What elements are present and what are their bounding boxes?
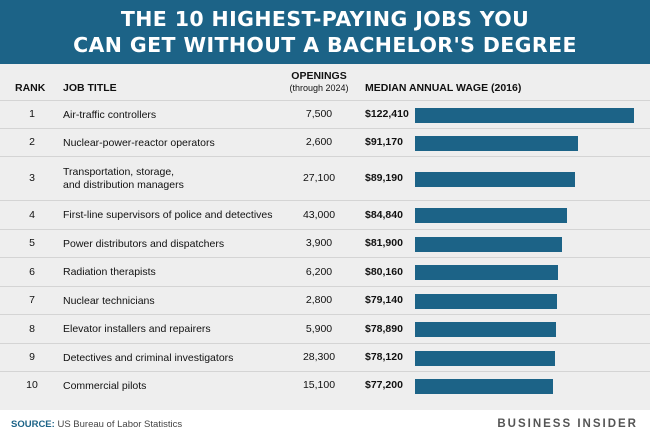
job-title-cell: Elevator installers and repairers <box>63 323 211 336</box>
wage-label: $84,840 <box>365 209 403 221</box>
job-title-line: and distribution managers <box>63 179 184 191</box>
job-title-line: Detectives and criminal investigators <box>63 352 234 364</box>
wage-bar <box>415 351 555 366</box>
table-row: 5 Power distributors and dispatchers 3,900… <box>0 229 650 258</box>
openings-header-label: OPENINGS <box>291 70 347 82</box>
rank-cell: 8 <box>29 323 35 335</box>
job-title-line: Power distributors and dispatchers <box>63 238 225 250</box>
table-row: 7 Nuclear technicians 2,800 $79,140 <box>0 286 650 315</box>
job-title-line: Air-traffic controllers <box>63 109 157 121</box>
wage-label: $80,160 <box>365 266 403 278</box>
job-title-line: Elevator installers and repairers <box>63 323 211 335</box>
rank-header: RANK <box>15 82 46 94</box>
rank-cell: 1 <box>29 108 35 120</box>
table-row: 9 Detectives and criminal investigators 28… <box>0 343 650 372</box>
job-title-cell: Power distributors and dispatchers <box>63 238 224 251</box>
openings-cell: 28,300 <box>302 351 336 363</box>
footer: SOURCE: US Bureau of Labor Statistics BU… <box>0 410 650 438</box>
source-note: SOURCE: US Bureau of Labor Statistics <box>11 419 182 430</box>
openings-cell: 7,500 <box>305 108 333 120</box>
rank-cell: 10 <box>26 379 38 391</box>
wage-bar <box>415 379 553 394</box>
job-title-line: First-line supervisors of police and det… <box>63 209 273 221</box>
openings-header-sub: (through 2024) <box>289 83 349 93</box>
wage-bar <box>415 108 634 123</box>
job-title-cell: Nuclear-power-reactor operators <box>63 137 215 150</box>
wage-label: $81,900 <box>365 237 403 249</box>
openings-cell: 2,600 <box>305 136 333 148</box>
rank-cell: 5 <box>29 237 35 249</box>
job-title-cell: Detectives and criminal investigators <box>63 352 233 365</box>
source-text: US Bureau of Labor Statistics <box>54 419 183 430</box>
data-table: RANK JOB TITLE OPENINGS (through 2024) M… <box>0 64 650 410</box>
job-title-line: Nuclear-power-reactor operators <box>63 137 215 149</box>
job-title-header: JOB TITLE <box>63 82 117 94</box>
job-title-line: Transportation, storage, <box>63 166 175 178</box>
rank-cell: 6 <box>29 266 35 278</box>
openings-header: OPENINGS (through 2024) <box>284 70 354 94</box>
wage-header: MEDIAN ANNUAL WAGE (2016) <box>365 82 522 94</box>
wage-bar <box>415 172 575 187</box>
job-title-line: Nuclear technicians <box>63 295 155 307</box>
brand-logo: BUSINESS INSIDER <box>497 418 638 430</box>
openings-cell: 43,000 <box>302 209 336 221</box>
openings-cell: 5,900 <box>305 323 333 335</box>
wage-bar <box>415 237 562 252</box>
wage-bar <box>415 265 558 280</box>
table-row: 2 Nuclear-power-reactor operators 2,600 $91… <box>0 128 650 157</box>
wage-bar <box>415 136 578 151</box>
table-row: 3 Transportation, storage, and distributio… <box>0 156 650 201</box>
job-title-line: Radiation therapists <box>63 266 156 278</box>
wage-label: $78,890 <box>365 323 403 335</box>
job-title-cell: Nuclear technicians <box>63 295 155 308</box>
job-title-line: Commercial pilots <box>63 380 147 392</box>
wage-label: $89,190 <box>365 172 403 184</box>
wage-label: $78,120 <box>365 351 403 363</box>
source-label: SOURCE: <box>11 419 55 430</box>
wage-bar <box>415 322 556 337</box>
table-row: 1 Air-traffic controllers 7,500 $122,410 <box>0 100 650 129</box>
table-row: 4 First-line supervisors of police and de… <box>0 200 650 230</box>
wage-bar <box>415 208 567 223</box>
table-row: 6 Radiation therapists 6,200 $80,160 <box>0 257 650 287</box>
rank-cell: 2 <box>29 136 35 148</box>
table-row: 8 Elevator installers and repairers 5,900 $… <box>0 314 650 344</box>
rank-cell: 7 <box>29 294 35 306</box>
openings-cell: 2,800 <box>305 294 333 306</box>
chart-title-line-2: CAN GET WITHOUT A BACHELOR'S DEGREE <box>73 33 577 57</box>
openings-cell: 6,200 <box>305 266 333 278</box>
job-title-cell: Air-traffic controllers <box>63 109 156 122</box>
wage-label: $91,170 <box>365 136 403 148</box>
rank-cell: 3 <box>29 172 35 184</box>
wage-label: $77,200 <box>365 379 403 391</box>
openings-cell: 27,100 <box>302 172 336 184</box>
wage-label: $79,140 <box>365 294 403 306</box>
rank-cell: 4 <box>29 209 35 221</box>
title-banner: THE 10 HIGHEST-PAYING JOBS YOU CAN GET W… <box>0 0 650 64</box>
job-title-cell: Radiation therapists <box>63 266 156 279</box>
wage-label: $122,410 <box>365 108 409 120</box>
table-row: 10 Commercial pilots 15,100 $77,200 <box>0 371 650 400</box>
job-title-cell: Commercial pilots <box>63 380 146 393</box>
chart-title-line-1: THE 10 HIGHEST-PAYING JOBS YOU <box>120 7 530 31</box>
wage-bar <box>415 294 557 309</box>
openings-cell: 3,900 <box>305 237 333 249</box>
job-title-cell: Transportation, storage, and distribution… <box>63 166 184 192</box>
job-title-cell: First-line supervisors of police and det… <box>63 209 273 222</box>
openings-cell: 15,100 <box>302 379 336 391</box>
rank-cell: 9 <box>29 351 35 363</box>
